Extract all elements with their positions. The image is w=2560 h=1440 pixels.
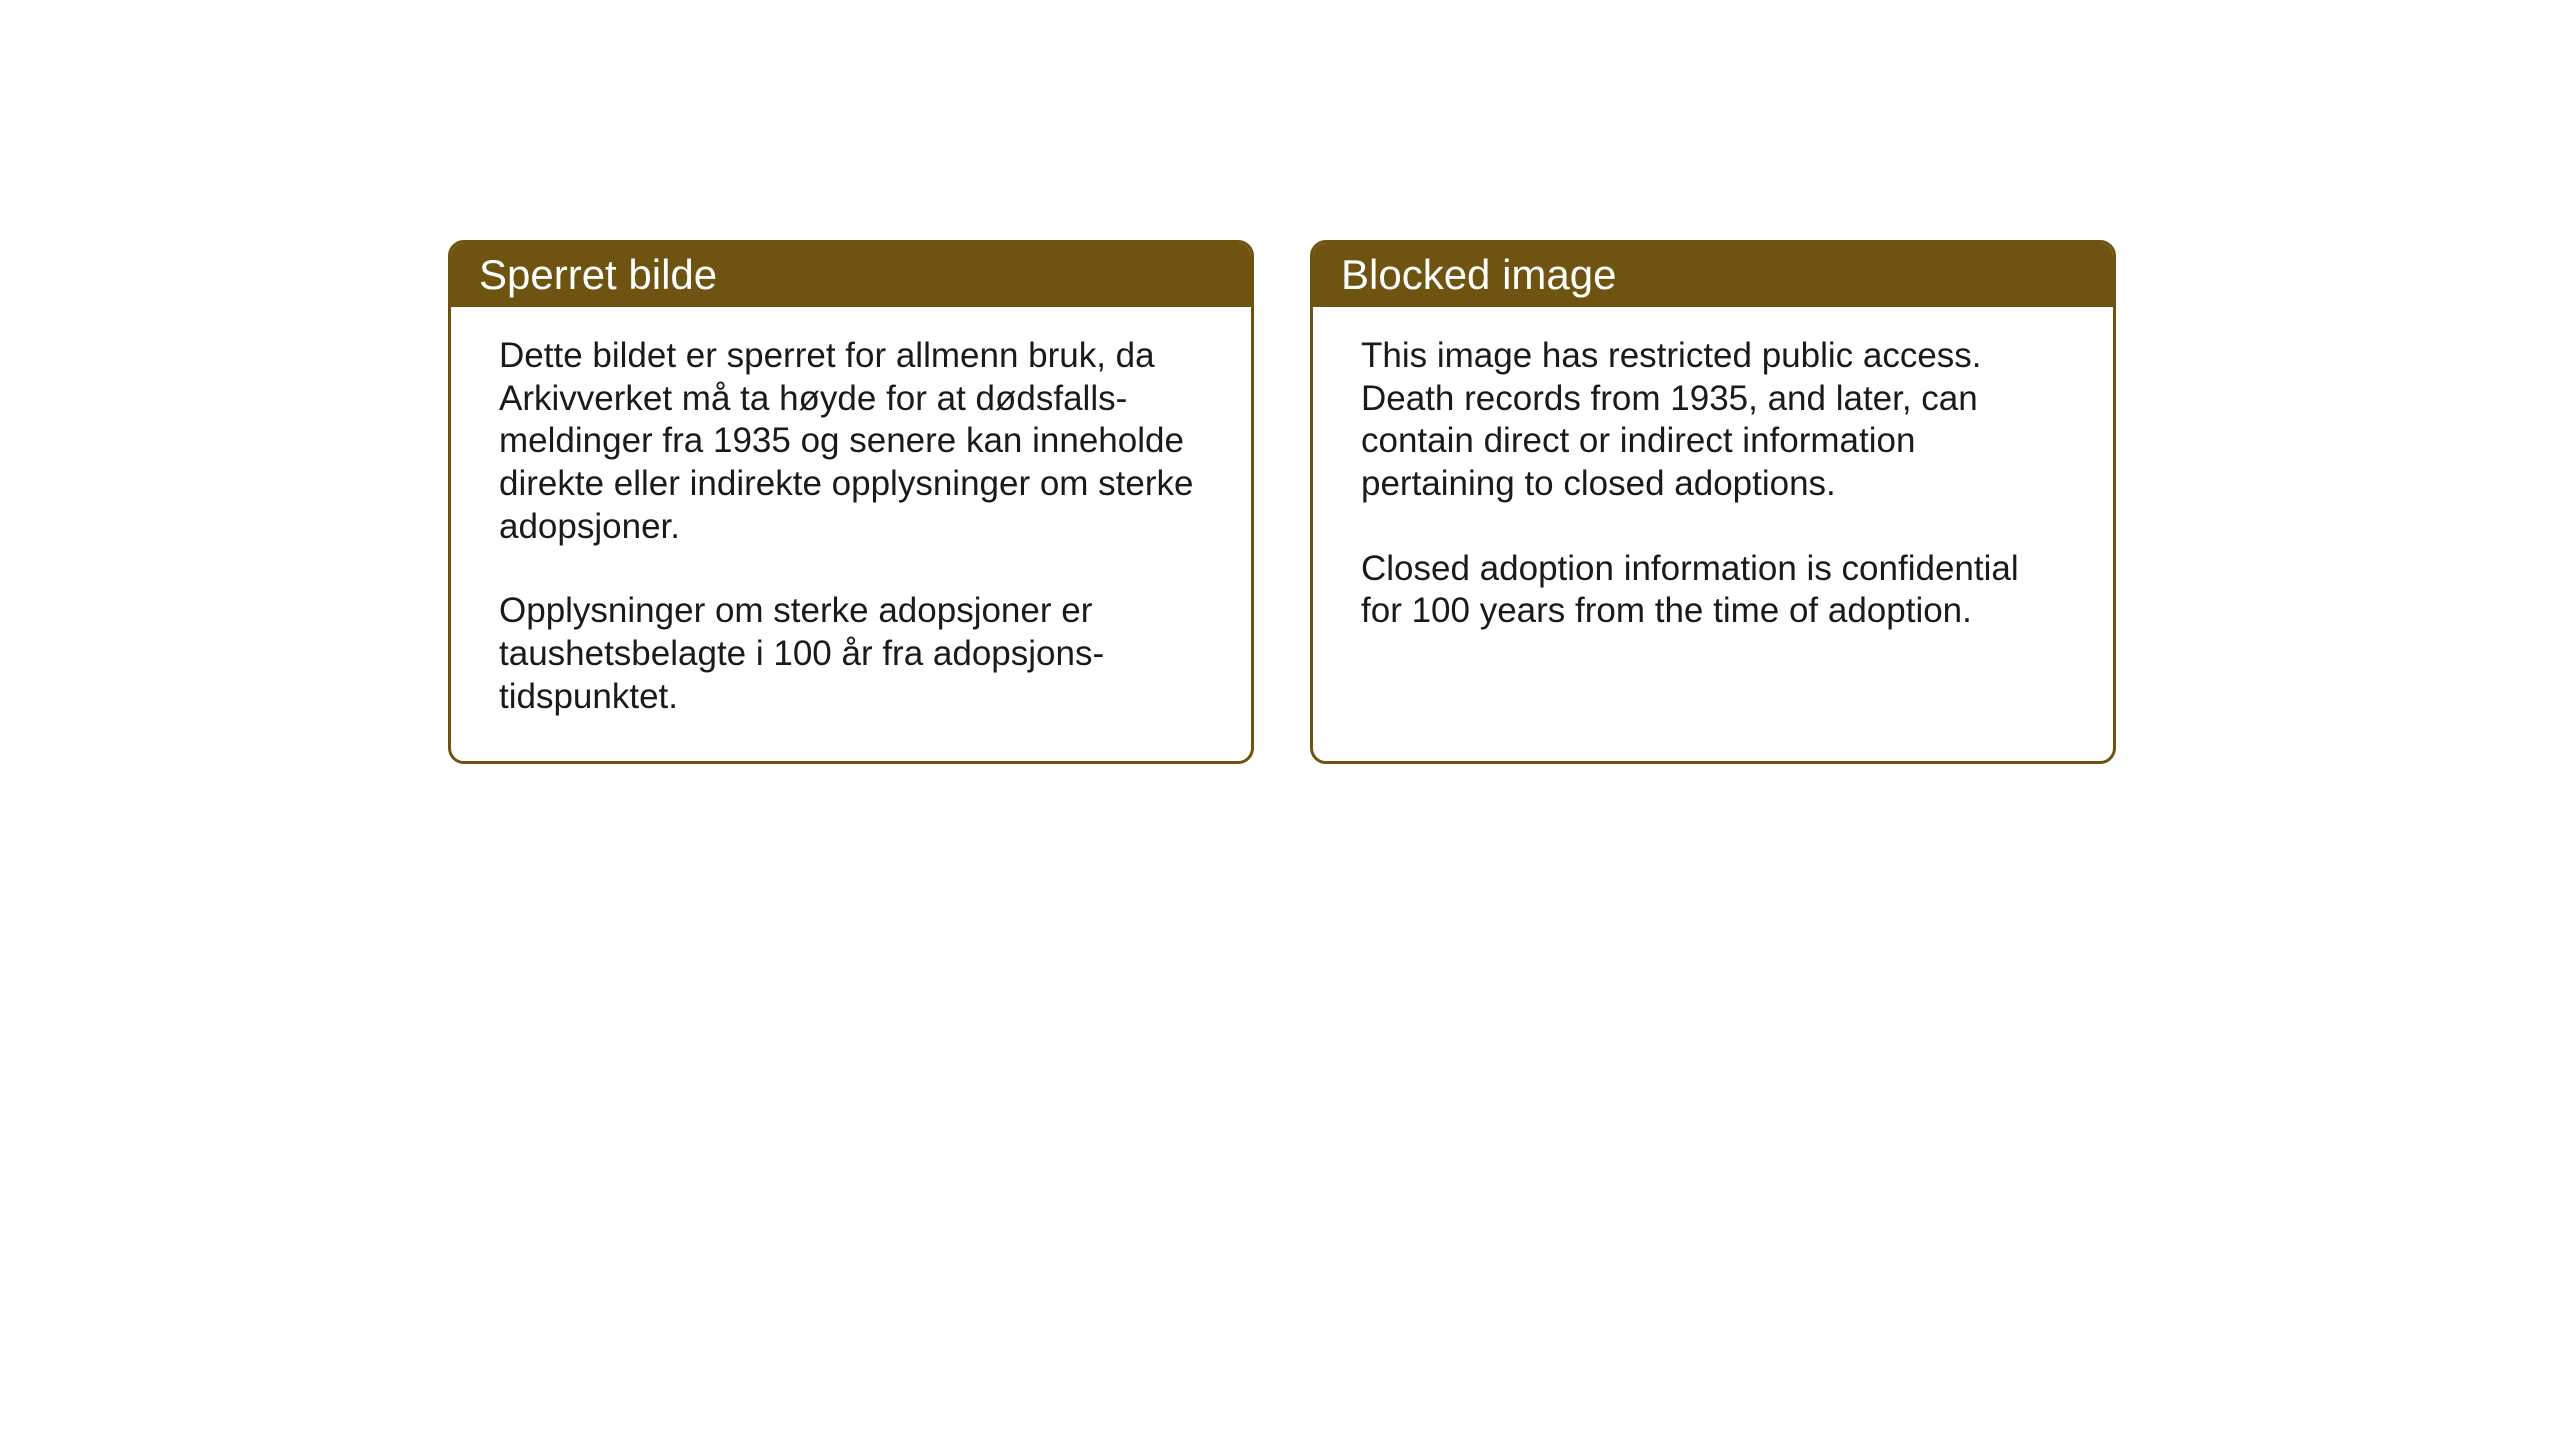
notice-paragraph-2: Opplysninger om sterke adopsjoner er tau… bbox=[499, 590, 1203, 718]
card-body: This image has restricted public access.… bbox=[1313, 307, 2113, 675]
notice-paragraph-1: This image has restricted public access.… bbox=[1361, 335, 2065, 506]
notice-paragraph-1: Dette bildet er sperret for allmenn bruk… bbox=[499, 335, 1203, 548]
card-title: Blocked image bbox=[1313, 243, 2113, 307]
card-body: Dette bildet er sperret for allmenn bruk… bbox=[451, 307, 1251, 761]
notice-paragraph-2: Closed adoption information is confident… bbox=[1361, 548, 2065, 633]
card-title: Sperret bilde bbox=[451, 243, 1251, 307]
notice-card-norwegian: Sperret bilde Dette bildet er sperret fo… bbox=[448, 240, 1254, 764]
notice-card-english: Blocked image This image has restricted … bbox=[1310, 240, 2116, 764]
notice-container: Sperret bilde Dette bildet er sperret fo… bbox=[448, 240, 2116, 764]
